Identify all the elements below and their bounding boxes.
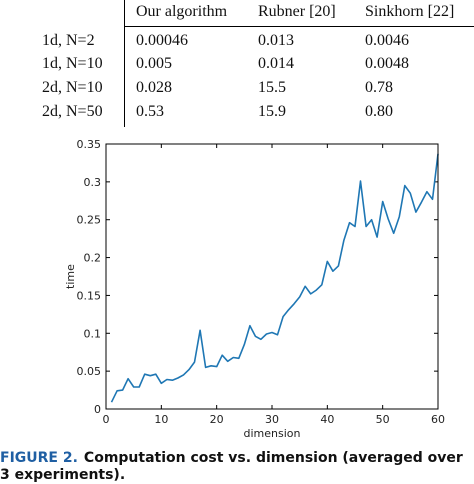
chart-ticks: 0 10 20 30 40 50 60 0 0.05 0.1 0.15 0.2 0.25 0.3 0.35 [77, 138, 446, 426]
table-cell: 0.0046 [365, 32, 409, 49]
table-cell: 0.78 [365, 79, 393, 96]
chart-svg: 0 10 20 30 40 50 6000.050.10.150.20.250.30.35 … [64, 138, 446, 440]
y-tick-label: 0.05 [77, 365, 102, 378]
x-tick-label: 30 [265, 413, 279, 426]
table-header-our-algorithm: Our algorithm [136, 3, 228, 20]
y-tick-label: 0.2 [84, 252, 102, 265]
table-cell: 0.0048 [365, 55, 409, 72]
x-tick-label: 60 [431, 413, 445, 426]
caption-label: FIGURE 2. [0, 450, 78, 466]
x-tick-label: 0 [103, 413, 110, 426]
table-cell: 0.013 [258, 32, 294, 49]
caption-text: Computation cost vs. dimension (averaged… [0, 450, 463, 483]
figure-caption: FIGURE 2. Computation cost vs. dimension … [0, 450, 470, 484]
series-line [110, 153, 439, 403]
table-row-label: 1d, N=2 [42, 32, 95, 49]
y-tick-label: 0 [94, 403, 101, 416]
x-axis-label: dimension [244, 427, 301, 440]
table-cell: 0.014 [258, 55, 294, 72]
x-tick-label: 10 [154, 413, 168, 426]
table-row-label: 1d, N=10 [42, 55, 103, 72]
table-header-sinkhorn: Sinkhorn [22] [365, 3, 455, 20]
table-cell: 15.9 [258, 103, 286, 120]
table-cell: 0.00046 [136, 32, 188, 49]
y-axis-label: time [64, 264, 77, 289]
x-tick-label: 50 [376, 413, 390, 426]
plot-frame [105, 143, 439, 410]
results-table: Our algorithm Rubner [20] Sinkhorn [22] … [0, 0, 474, 130]
table-cell: 0.005 [136, 55, 172, 72]
x-tick-label: 20 [210, 413, 224, 426]
table-cell: 0.53 [136, 103, 164, 120]
table-row-label: 2d, N=10 [42, 79, 103, 96]
y-tick-label: 0.15 [77, 289, 102, 302]
table-row-label: 2d, N=50 [42, 103, 103, 120]
table-header-rule [124, 26, 474, 27]
table-vertical-rule [124, 0, 125, 127]
time-vs-dimension-chart: 0 10 20 30 40 50 60 0 0.05 0.1 0.15 0.2 0.25 0.3 0.35 … [0, 132, 474, 442]
y-tick-label: 0.3 [84, 176, 102, 189]
table-cell: 0.80 [365, 103, 393, 120]
table-cell: 0.028 [136, 79, 172, 96]
x-tick-label: 40 [320, 413, 334, 426]
table-header-rubner: Rubner [20] [258, 3, 336, 20]
y-tick-label: 0.35 [77, 138, 102, 151]
y-tick-label: 0.25 [77, 214, 102, 227]
table-cell: 15.5 [258, 79, 286, 96]
y-tick-label: 0.1 [84, 327, 102, 340]
